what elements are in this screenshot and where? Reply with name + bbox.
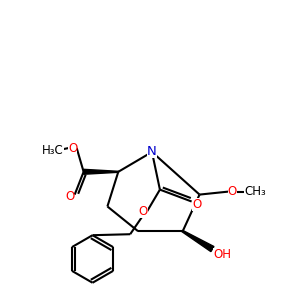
Text: CH₃: CH₃ [244,185,266,198]
Text: O: O [65,190,74,203]
Text: N: N [147,146,157,158]
Text: O: O [228,185,237,198]
Text: O: O [138,205,148,218]
Text: H₃C: H₃C [42,143,64,157]
Text: O: O [68,142,77,154]
Text: O: O [192,198,201,211]
Polygon shape [84,169,118,174]
Polygon shape [182,231,214,252]
Text: OH: OH [213,248,231,260]
